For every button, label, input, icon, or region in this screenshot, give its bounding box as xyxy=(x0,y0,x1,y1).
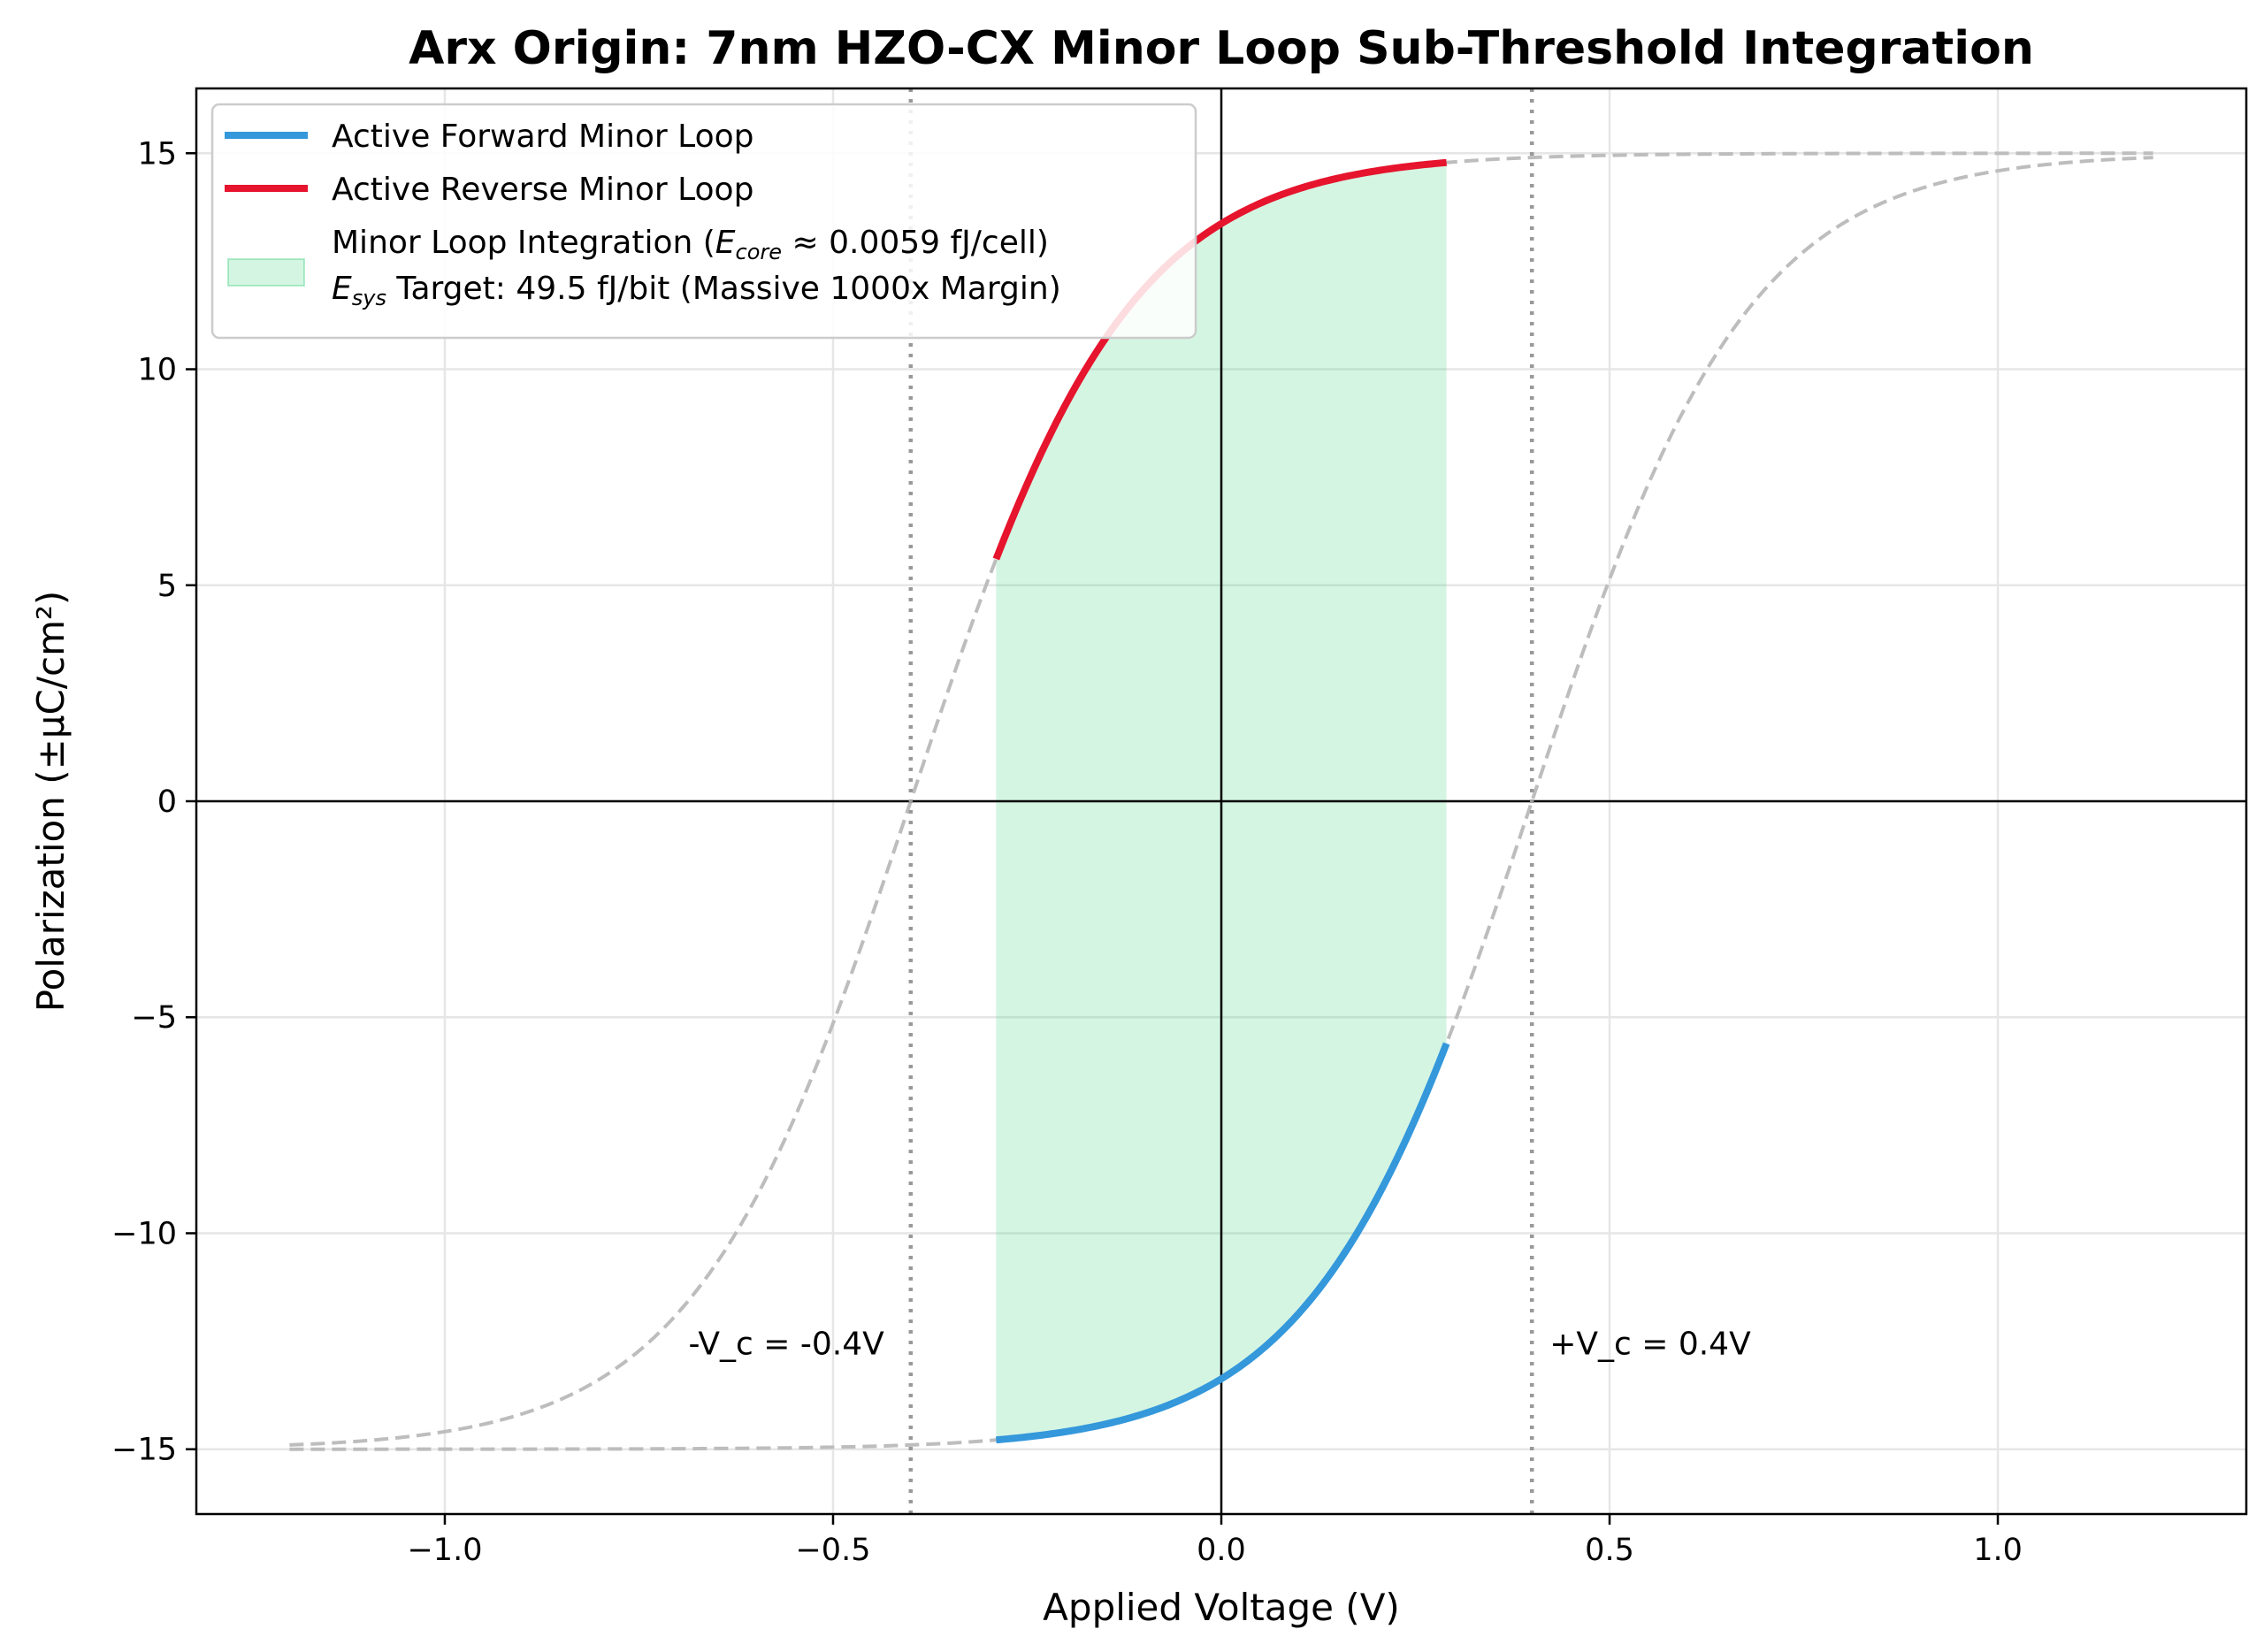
x-tick-label: 0.5 xyxy=(1585,1533,1634,1568)
reverse-minor-loop-line xyxy=(992,158,1447,561)
vc-positive-label: +V_c = 0.4V xyxy=(1549,1326,1751,1362)
x-tick-label: 1.0 xyxy=(1973,1533,2023,1568)
x-axis-label: Applied Voltage (V) xyxy=(1043,1586,1400,1629)
y-tick-label: −10 xyxy=(111,1216,177,1251)
vc-negative-label: -V_c = -0.4V xyxy=(689,1326,885,1362)
legend-box xyxy=(210,103,1197,340)
x-tick-label: 0.0 xyxy=(1197,1533,1246,1568)
y-tick-label: 5 xyxy=(157,569,177,604)
y-tick-label: −5 xyxy=(131,1000,177,1036)
y-tick-label: 0 xyxy=(157,784,177,820)
x-tick-label: −1.0 xyxy=(407,1533,482,1568)
legend-label-forward: Active Forward Minor Loop xyxy=(332,119,754,155)
y-axis-label: Polarization (±μC/cm²) xyxy=(29,591,73,1012)
forward-minor-loop-line xyxy=(996,1042,1450,1444)
y-tick-label: 15 xyxy=(137,136,177,172)
legend: Active Forward Minor Loop Active Reverse… xyxy=(210,103,1197,340)
y-tick-label: −15 xyxy=(111,1433,177,1468)
x-ticks: −1.0 −0.5 0.0 0.5 1.0 xyxy=(407,1514,2023,1568)
y-tick-label: 10 xyxy=(137,353,177,388)
legend-label-fill-line2: Esys Target: 49.5 fJ/bit (Massive 1000x … xyxy=(332,271,1061,310)
legend-label-fill-line1: Minor Loop Integration (Ecore ≈ 0.0059 f… xyxy=(332,225,1049,264)
legend-label-reverse: Active Reverse Minor Loop xyxy=(332,172,753,208)
chart-title: Arx Origin: 7nm HZO-CX Minor Loop Sub-Th… xyxy=(409,22,2034,75)
x-tick-label: −0.5 xyxy=(795,1533,870,1568)
legend-swatch-fill xyxy=(227,258,305,287)
y-ticks: −15 −10 −5 0 5 10 15 xyxy=(111,136,196,1468)
